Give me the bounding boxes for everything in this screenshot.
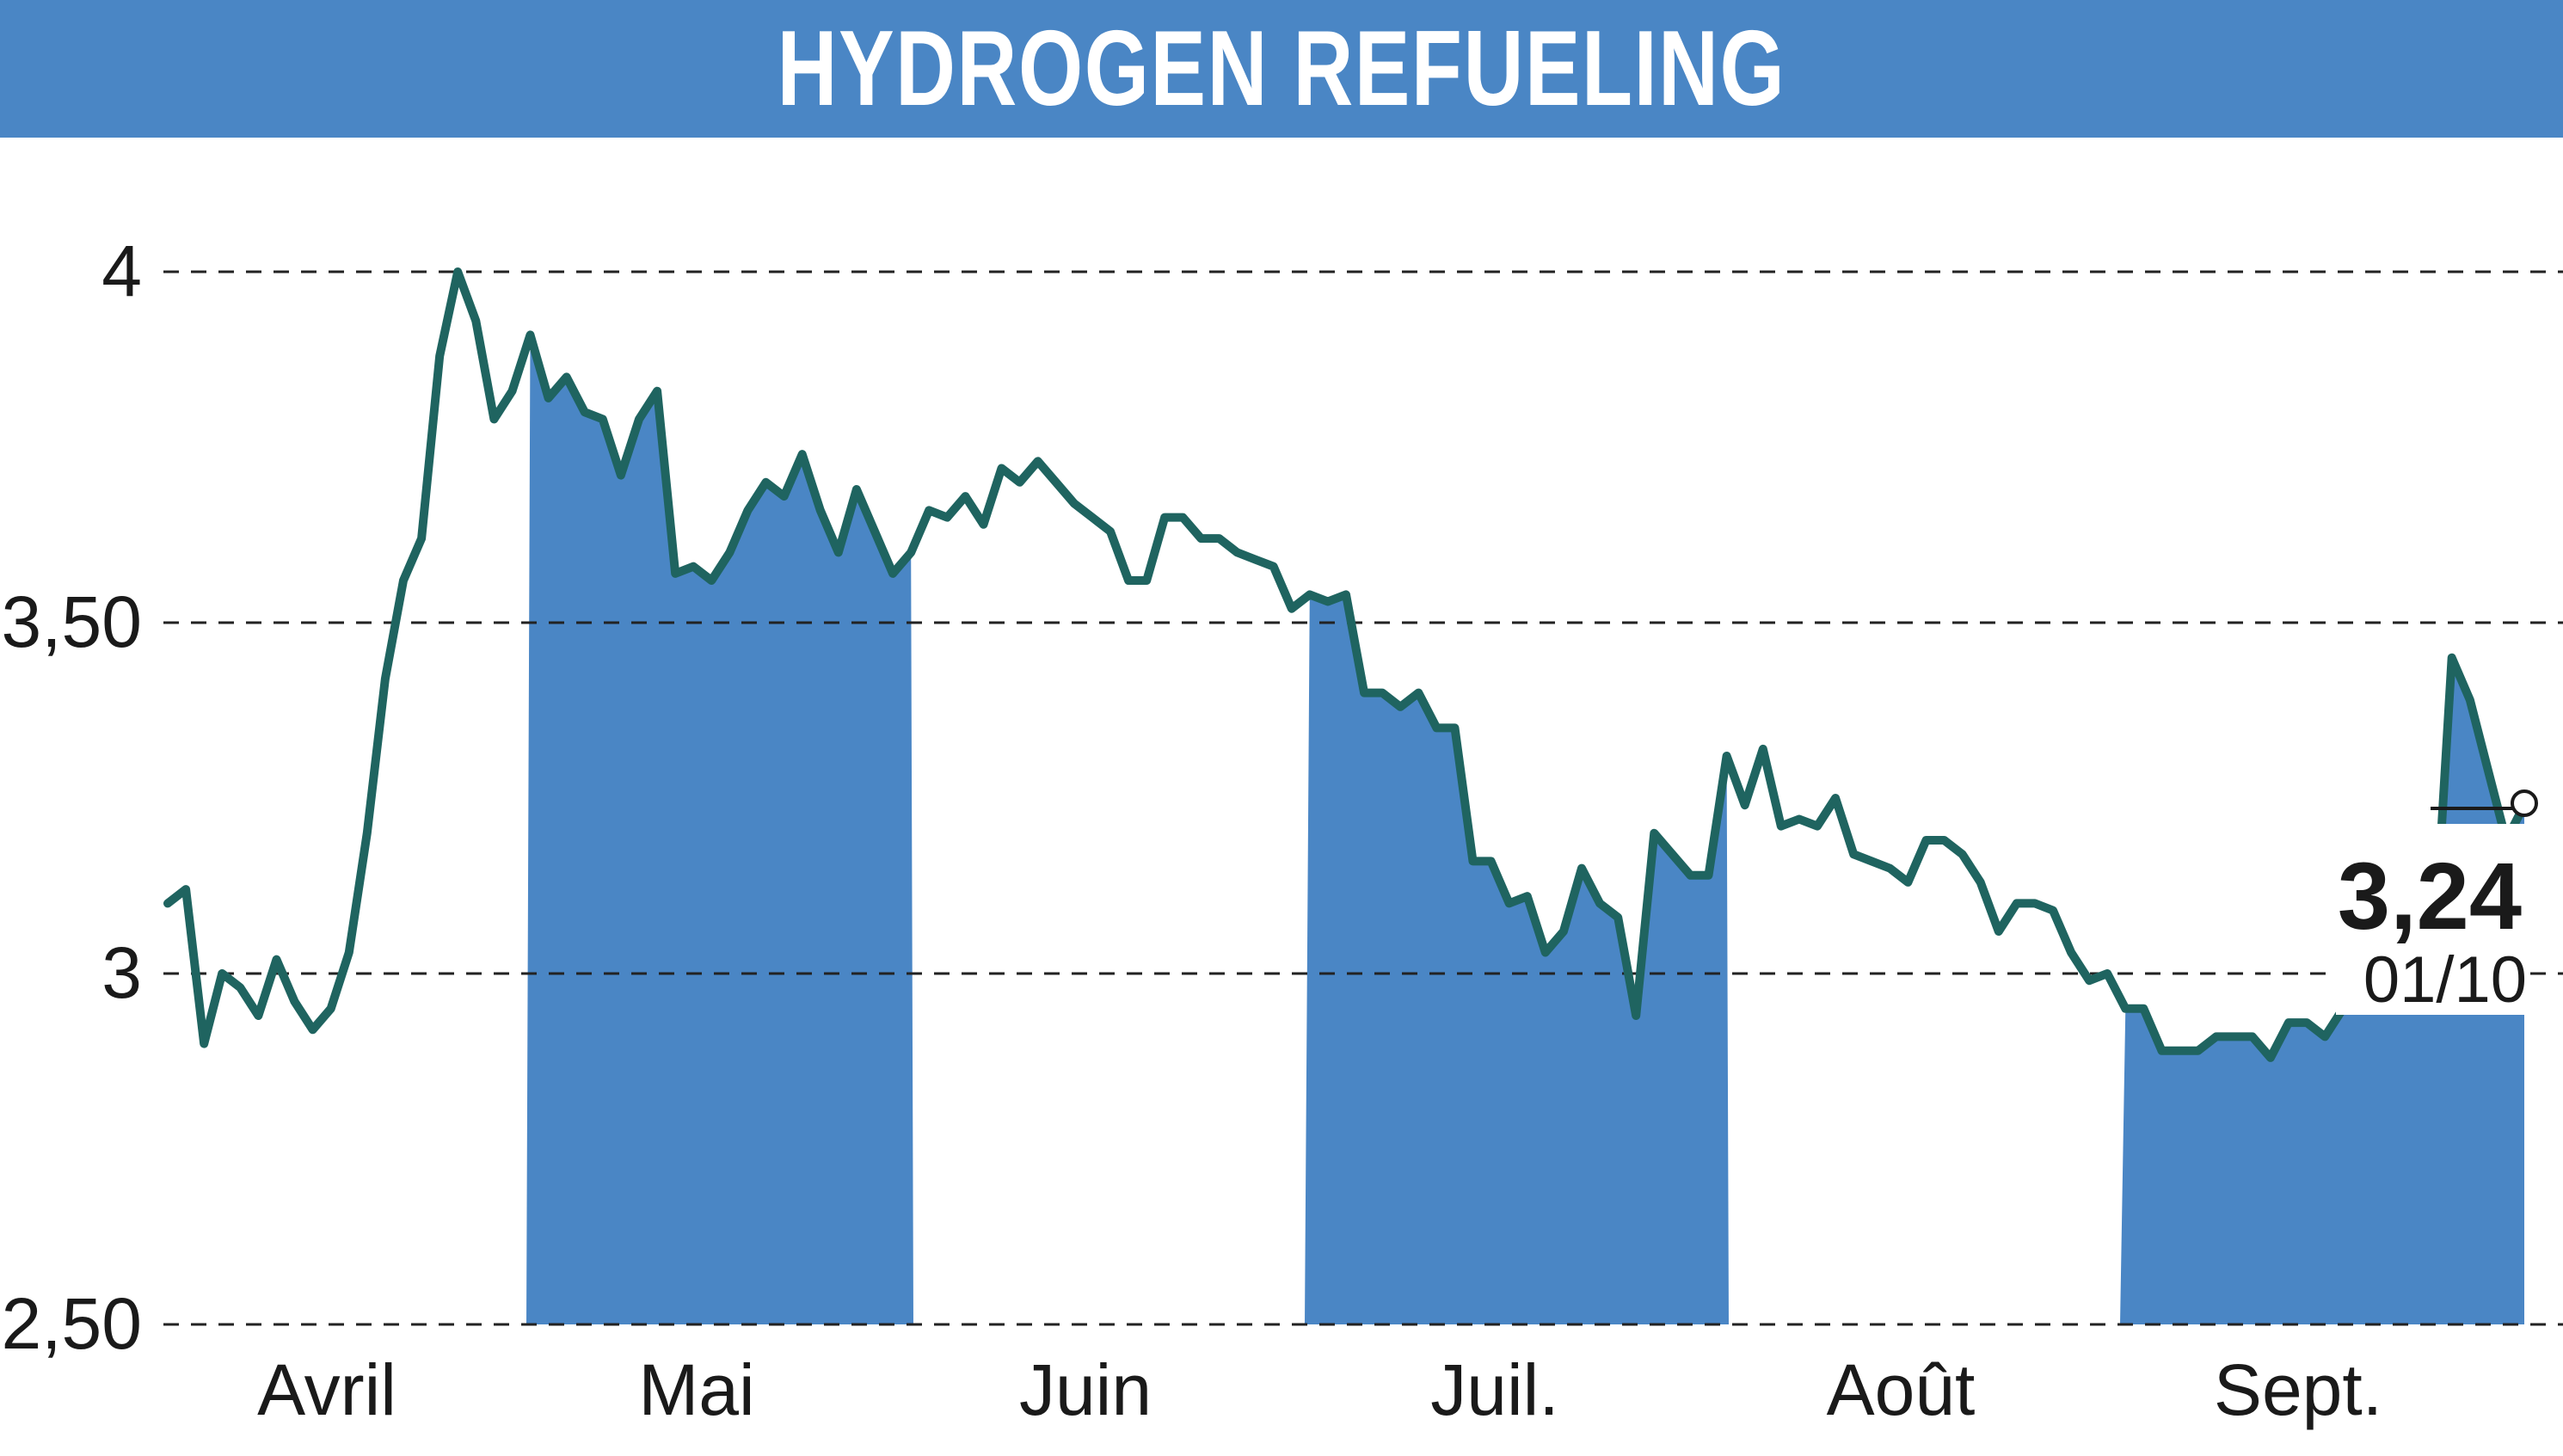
last-value-marker (2511, 789, 2538, 817)
month-band-2 (526, 335, 913, 1324)
x-tick-label-mai: Mai (638, 1349, 754, 1430)
last-date-label: 01/10 (2363, 943, 2527, 1017)
last-value-box (2336, 824, 2527, 1015)
last-value-label: 3,24 (2338, 844, 2522, 949)
month-band-4 (1305, 594, 1729, 1324)
x-tick-label-sept: Sept. (2214, 1349, 2382, 1430)
month-band-6 (2120, 657, 2524, 1324)
x-tick-label-juin: Juin (1019, 1349, 1152, 1430)
y-tick-label-3: 3 (101, 932, 142, 1013)
y-tick-label-1: 4 (101, 230, 142, 311)
y-tick-label-4: 2,50 (2, 1283, 143, 1364)
y-tick-label-2: 3,50 (2, 581, 143, 662)
title-bar (0, 0, 2563, 138)
price-series-line (163, 267, 2529, 1062)
x-tick-label-avril: Avril (257, 1349, 396, 1430)
x-tick-label-juil: Juil. (1430, 1349, 1558, 1430)
chart-title: HYDROGEN REFUELING (777, 9, 1786, 128)
x-tick-label-aot: Août (1827, 1349, 1976, 1430)
